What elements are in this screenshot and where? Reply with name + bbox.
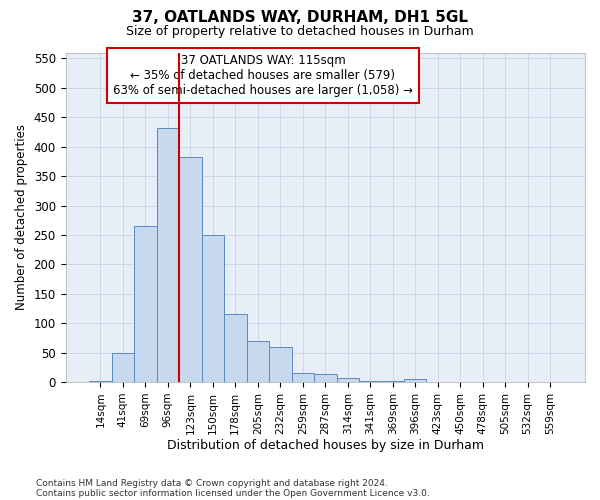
Bar <box>202 235 224 382</box>
Bar <box>404 379 427 382</box>
Text: Contains HM Land Registry data © Crown copyright and database right 2024.: Contains HM Land Registry data © Crown c… <box>36 478 388 488</box>
Text: Size of property relative to detached houses in Durham: Size of property relative to detached ho… <box>126 25 474 38</box>
Bar <box>269 347 292 382</box>
Bar <box>337 378 359 382</box>
Bar <box>359 381 382 382</box>
Y-axis label: Number of detached properties: Number of detached properties <box>15 124 28 310</box>
Bar <box>89 381 112 382</box>
Bar <box>292 374 314 382</box>
Bar <box>247 341 269 382</box>
Bar <box>179 158 202 382</box>
Bar <box>134 226 157 382</box>
Bar <box>314 374 337 382</box>
Bar <box>224 314 247 382</box>
Bar <box>157 128 179 382</box>
X-axis label: Distribution of detached houses by size in Durham: Distribution of detached houses by size … <box>167 440 484 452</box>
Bar <box>112 352 134 382</box>
Text: 37, OATLANDS WAY, DURHAM, DH1 5GL: 37, OATLANDS WAY, DURHAM, DH1 5GL <box>132 10 468 25</box>
Text: 37 OATLANDS WAY: 115sqm
← 35% of detached houses are smaller (579)
63% of semi-d: 37 OATLANDS WAY: 115sqm ← 35% of detache… <box>113 54 413 97</box>
Bar <box>382 381 404 382</box>
Text: Contains public sector information licensed under the Open Government Licence v3: Contains public sector information licen… <box>36 488 430 498</box>
